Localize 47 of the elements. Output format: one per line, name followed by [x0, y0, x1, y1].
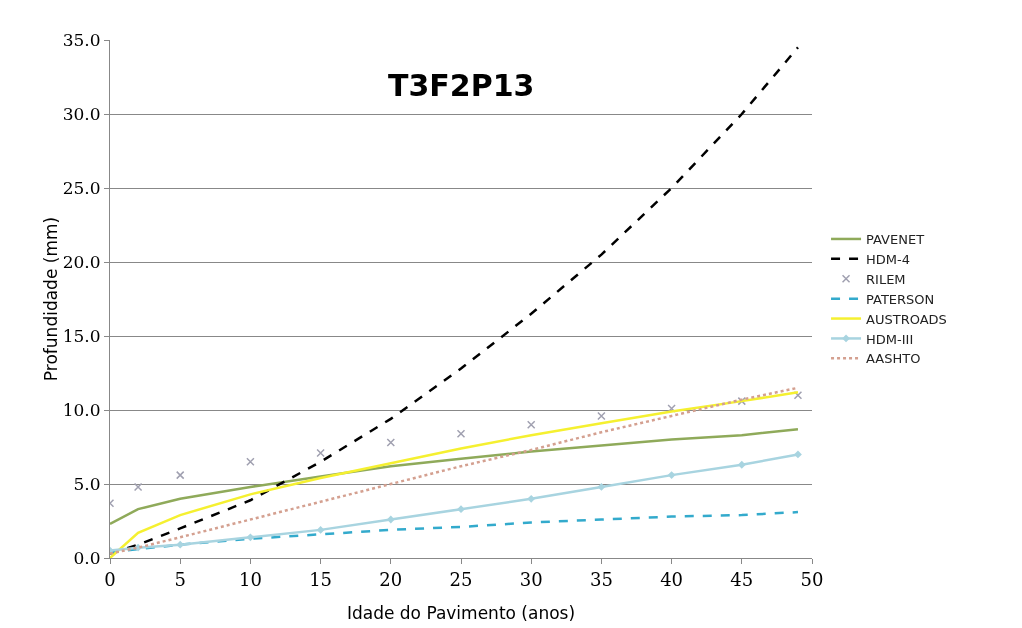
x-tick-label: 50 [800, 568, 824, 590]
legend-label: AUSTROADS [866, 311, 947, 327]
point [737, 396, 747, 406]
point [597, 483, 606, 491]
y-tick-label: 0.0 [73, 547, 101, 568]
point [527, 494, 536, 503]
x-tick-label: 25 [449, 568, 473, 590]
y-axis-title: Profundidade (mm) [40, 216, 61, 382]
point [667, 471, 676, 480]
point [526, 420, 536, 430]
x-tick-label: 35 [589, 568, 613, 590]
x-tick-label: 10 [238, 568, 262, 590]
point [457, 505, 465, 514]
legend-label: PAVENET [866, 232, 925, 248]
point [386, 438, 396, 447]
y-tick-label: 15.0 [62, 325, 101, 346]
x-tick-label: 15 [309, 568, 333, 590]
legend-label: HDM-4 [866, 251, 911, 267]
x-tick-label: 40 [660, 568, 684, 590]
x-tick-label: 45 [730, 568, 754, 590]
point [246, 457, 255, 467]
y-tick-label: 25.0 [62, 177, 101, 198]
y-tick-label: 5.0 [73, 473, 101, 494]
point [386, 515, 395, 524]
point [133, 482, 143, 492]
x-axis-title: Idade do Pavimento (anos) [346, 603, 576, 623]
text: T3F2P13 [388, 68, 535, 103]
x-tick-label: 0 [104, 568, 116, 590]
line-series [110, 427, 800, 526]
point [175, 470, 185, 480]
line-series [110, 510, 800, 554]
x-tick-label: 30 [519, 568, 543, 590]
y-tick-label: 30.0 [62, 103, 101, 124]
point [316, 448, 325, 458]
point [456, 429, 466, 438]
point [597, 411, 606, 421]
legend-label: RILEM [866, 271, 906, 287]
x-tick-label: 20 [379, 568, 403, 590]
y-tick-label: 20.0 [62, 251, 101, 272]
y-tick-label: 35.0 [62, 29, 101, 50]
point [737, 460, 746, 469]
point [794, 450, 802, 459]
legend-label: PATERSON [866, 291, 935, 307]
legend-label: AASHTO [866, 351, 921, 367]
x-tick-label: 5 [174, 568, 186, 590]
y-tick-label: 10.0 [62, 399, 101, 420]
legend-label: HDM-III [866, 331, 914, 347]
